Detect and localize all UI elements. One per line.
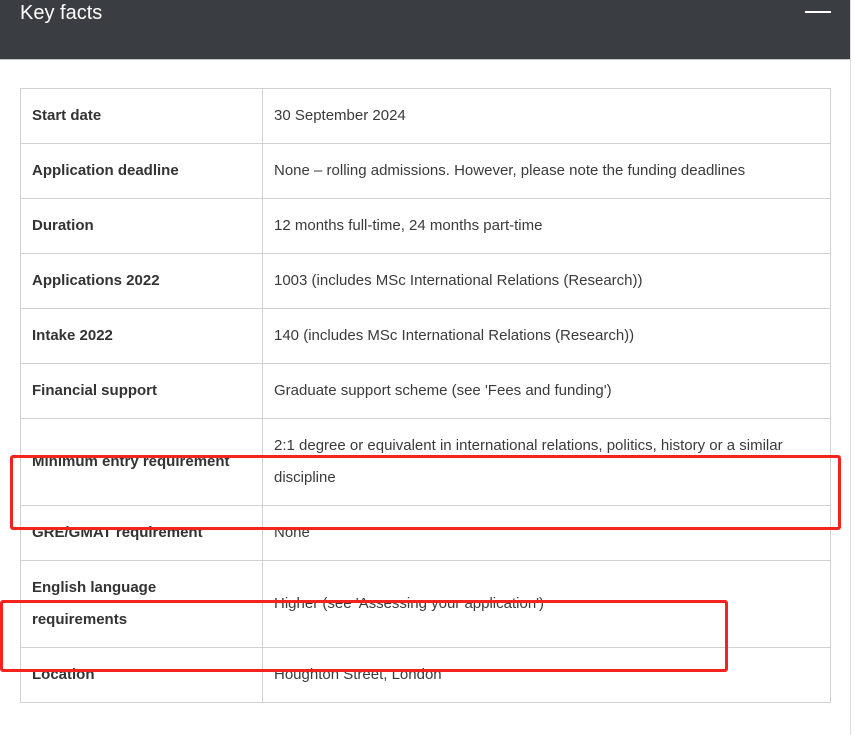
minus-icon[interactable] (805, 11, 831, 13)
row-value: None – rolling admissions. However, plea… (262, 143, 831, 199)
row-label: Financial support (20, 363, 263, 419)
row-value: 30 September 2024 (262, 88, 831, 144)
scrollbar-track[interactable] (850, 0, 851, 735)
section-title: Key facts (20, 2, 103, 24)
row-label: Start date (20, 88, 263, 144)
table-row: Duration 12 months full-time, 24 months p… (20, 198, 831, 254)
table-row: GRE/GMAT requirement None (20, 505, 831, 561)
table-row: Start date 30 September 2024 (20, 88, 831, 144)
row-label: English language requirements (20, 560, 263, 648)
key-facts-header[interactable]: Key facts (0, 0, 850, 60)
row-value: None (262, 505, 831, 561)
table-row: Location Houghton Street, London (20, 647, 831, 703)
row-label: Minimum entry requirement (20, 418, 263, 506)
table-row: Application deadline None – rolling admis… (20, 143, 831, 199)
key-facts-table: Start date 30 September 2024 Application d… (20, 88, 831, 703)
row-value: Higher (see 'Assessing your application'… (262, 560, 831, 648)
row-value: 140 (includes MSc International Relation… (262, 308, 831, 364)
row-label: Applications 2022 (20, 253, 263, 309)
table-row: English language requirements Higher (see… (20, 560, 831, 648)
row-label: Duration (20, 198, 263, 254)
row-label: GRE/GMAT requirement (20, 505, 263, 561)
row-value: 1003 (includes MSc International Relatio… (262, 253, 831, 309)
row-label: Intake 2022 (20, 308, 263, 364)
row-label: Application deadline (20, 143, 263, 199)
row-label: Location (20, 647, 263, 703)
table-row: Applications 2022 1003 (includes MSc Inte… (20, 253, 831, 309)
table-row: Intake 2022 140 (includes MSc Internation… (20, 308, 831, 364)
row-value: 12 months full-time, 24 months part-time (262, 198, 831, 254)
table-row: Financial support Graduate support scheme… (20, 363, 831, 419)
row-value: 2:1 degree or equivalent in internationa… (262, 418, 831, 506)
row-value: Houghton Street, London (262, 647, 831, 703)
row-value: Graduate support scheme (see 'Fees and f… (262, 363, 831, 419)
table-row: Minimum entry requirement 2:1 degree or e… (20, 418, 831, 506)
